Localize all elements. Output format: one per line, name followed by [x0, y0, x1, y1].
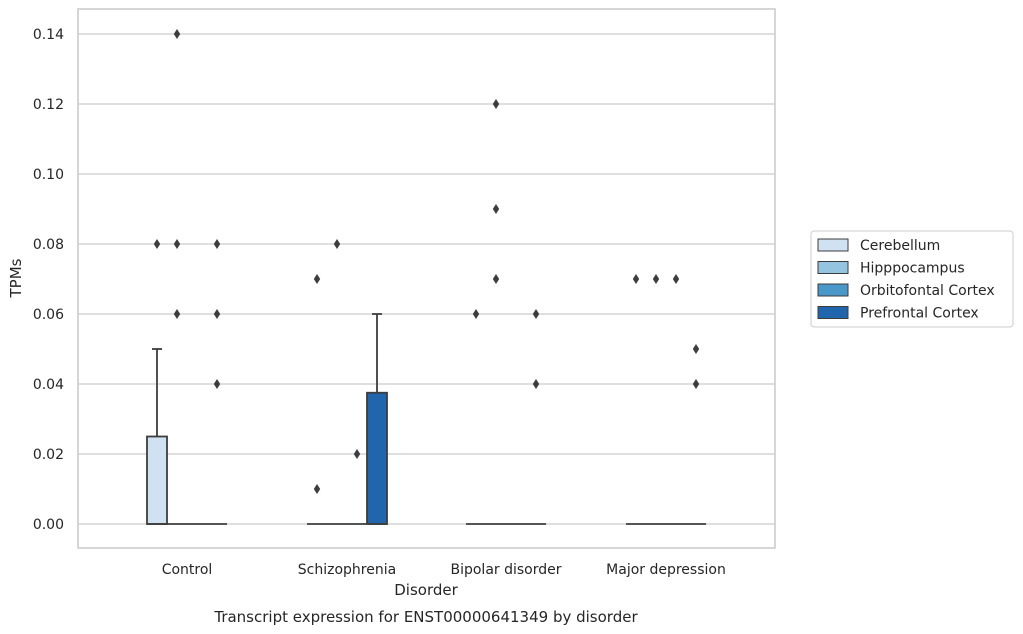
outlier-point [213, 239, 221, 249]
legend-swatch [817, 238, 849, 252]
box-cerebellum [626, 274, 646, 525]
legend-label: Cerebellum [860, 238, 940, 254]
y-tick-label: 0.10 [33, 167, 64, 183]
outlier-point [492, 274, 500, 284]
legend: Cerebellum Hipppocampus Orbitofontal Corte… [810, 230, 1014, 328]
legend-label: Hipppocampus [860, 261, 965, 277]
y-tick-label: 0.02 [33, 447, 64, 463]
legend-swatch [817, 261, 849, 274]
outlier-point [213, 309, 221, 319]
box-cerebellum [307, 274, 327, 525]
outlier-point [672, 274, 680, 284]
outlier-point [153, 239, 161, 249]
y-tick-label: 0.08 [33, 237, 64, 253]
legend-label: Orbitofontal Cortex [860, 283, 995, 299]
outlier-point [313, 484, 321, 494]
chart-title: Transcript expression for ENST0000064134… [213, 608, 638, 626]
y-tick-label: 0.04 [33, 377, 64, 393]
outlier-point [532, 379, 540, 389]
box-hipppocampus [327, 239, 347, 525]
x-tick-label: Schizophrenia [298, 562, 396, 578]
y-axis-label: TPMs [7, 258, 25, 298]
x-tick-label: Control [162, 562, 213, 578]
box-cerebellum [146, 239, 168, 525]
legend-swatch [817, 283, 849, 297]
y-tick-labels: 0.00 0.02 0.04 0.06 0.08 0.10 0.12 0.14 [33, 27, 64, 533]
legend-frame [810, 230, 1014, 328]
legend-label: Prefrontal Cortex [860, 306, 979, 322]
box-cerebellum [466, 309, 486, 525]
x-tick-labels: Control Schizophrenia Bipolar disorder Majo… [162, 562, 726, 578]
outlier-point [213, 379, 221, 389]
y-tick-label: 0.14 [33, 27, 64, 43]
box-orbitofontal-cortex [666, 274, 686, 525]
y-tick-label: 0.12 [33, 97, 64, 113]
x-tick-label: Bipolar disorder [450, 562, 561, 578]
outlier-point [333, 239, 341, 249]
y-tick-label: 0.00 [33, 517, 64, 533]
y-tick-label: 0.06 [33, 307, 64, 323]
box-prefrontal-cortex [207, 239, 227, 525]
outlier-point [353, 449, 361, 459]
outlier-point [472, 309, 480, 319]
box-hipppocampus [167, 29, 187, 525]
box-body [366, 391, 388, 525]
plot-frame [77, 8, 776, 549]
x-tick-label: Major depression [606, 562, 726, 578]
outlier-point [692, 344, 700, 354]
outlier-point [652, 274, 660, 284]
x-axis-label: Disorder [394, 581, 458, 599]
outlier-point [492, 99, 500, 109]
box-prefrontal-cortex [366, 313, 388, 525]
box-plots [146, 29, 706, 525]
outlier-point [692, 379, 700, 389]
outlier-point [173, 309, 181, 319]
outlier-point [632, 274, 640, 284]
box-hipppocampus [486, 99, 506, 525]
box-orbitofontal-cortex [347, 449, 367, 525]
gridlines [78, 33, 775, 525]
legend-swatch [817, 306, 849, 319]
outlier-point [313, 274, 321, 284]
box-prefrontal-cortex [526, 309, 546, 525]
outlier-point [492, 204, 500, 214]
box-hipppocampus [646, 274, 666, 525]
outlier-point [532, 309, 540, 319]
outlier-point [173, 29, 181, 39]
box-prefrontal-cortex [686, 344, 706, 525]
box-body [146, 435, 168, 525]
outlier-point [173, 239, 181, 249]
